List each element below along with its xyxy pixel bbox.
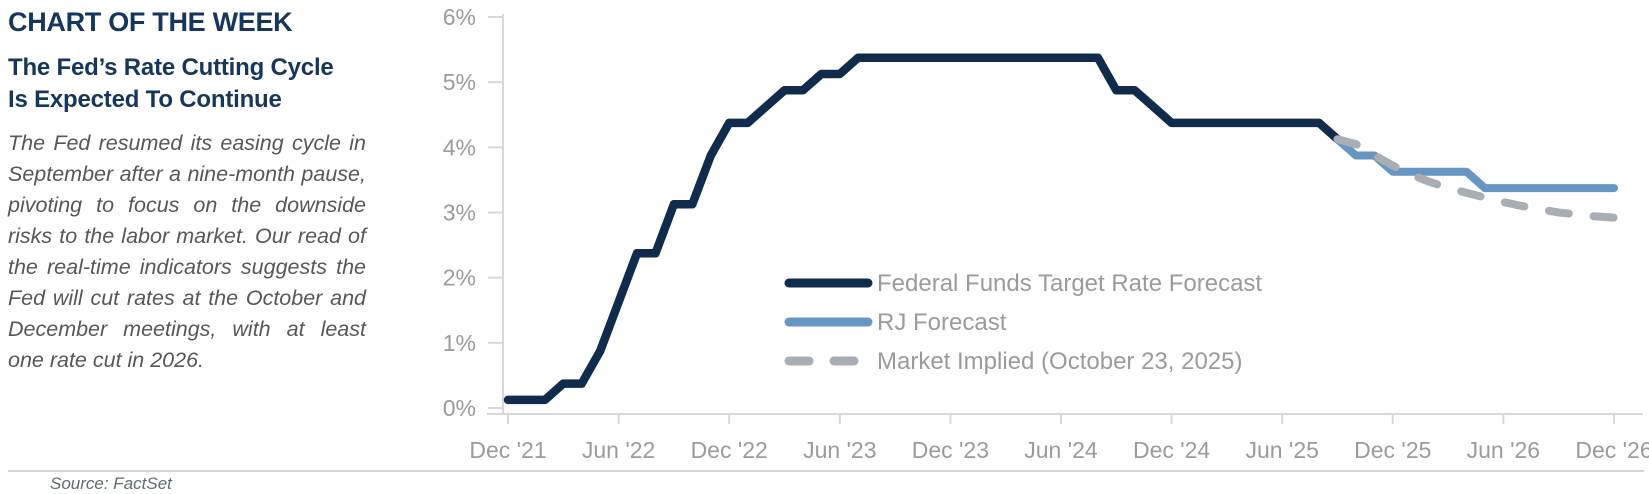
x-tick-label: Dec '24 (1133, 437, 1210, 463)
legend-label-fed-funds-target-rate-line: Federal Funds Target Rate Forecast (877, 270, 1262, 297)
chart-commentary: The Fed resumed its easing cycle in Sept… (8, 131, 366, 372)
source-divider (8, 470, 1644, 472)
legend-label-rj-forecast-line: RJ Forecast (877, 309, 1007, 336)
source-attribution: Source: FactSet (50, 474, 172, 493)
rj-forecast-line (1333, 135, 1618, 193)
x-tick-label: Dec '26 (1575, 437, 1649, 463)
legend-label-market-implied-line: Market Implied (October 23, 2025) (877, 348, 1243, 375)
y-tick-label: 0% (443, 395, 476, 421)
x-tick-label: Dec '25 (1354, 437, 1431, 463)
x-tick-label: Jun '23 (803, 437, 876, 463)
fed-funds-target-rate-line (503, 53, 1342, 405)
x-tick-label: Jun '25 (1245, 437, 1318, 463)
y-tick-label: 1% (443, 330, 476, 356)
x-tick-label: Dec '22 (691, 437, 768, 463)
x-tick-label: Jun '22 (582, 437, 655, 463)
left-text-panel: CHART OF THE WEEK The Fed’s Rate Cutting… (8, 6, 380, 376)
y-tick-label: 6% (443, 4, 476, 30)
y-tick-label: 2% (443, 265, 476, 291)
x-tick-label: Dec '21 (469, 437, 546, 463)
page-title: CHART OF THE WEEK (8, 7, 293, 37)
x-tick-label: Jun '24 (1024, 437, 1098, 463)
y-tick-label: 5% (443, 69, 476, 95)
x-tick-label: Jun '26 (1467, 437, 1540, 463)
y-tick-label: 4% (443, 134, 476, 160)
market-implied-line (1333, 135, 1618, 222)
y-tick-label: 3% (443, 199, 476, 225)
x-tick-label: Dec '23 (912, 437, 989, 463)
chart-headline: The Fed’s Rate Cutting Cycle Is Expected… (8, 54, 334, 113)
